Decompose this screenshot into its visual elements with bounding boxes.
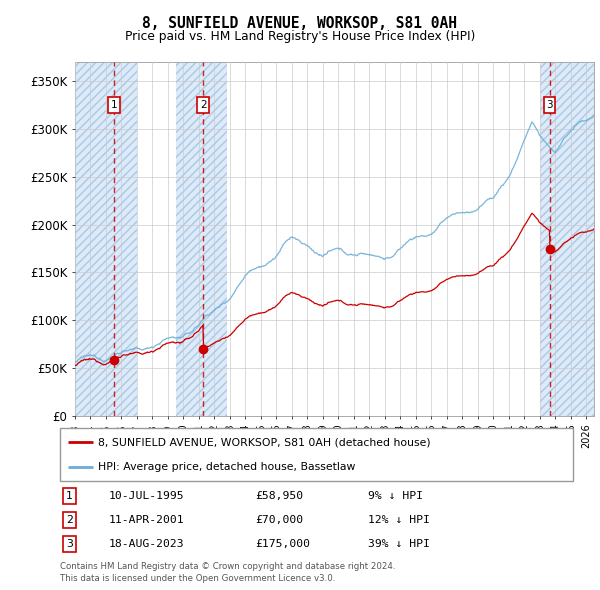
Bar (75, 62, 137, 416)
Text: 18-AUG-2023: 18-AUG-2023 (109, 539, 184, 549)
Text: 11-APR-2001: 11-APR-2001 (109, 515, 184, 525)
Text: 3: 3 (546, 100, 553, 110)
Bar (540, 62, 594, 416)
Text: 2: 2 (200, 100, 206, 110)
Text: Price paid vs. HM Land Registry's House Price Index (HPI): Price paid vs. HM Land Registry's House … (125, 30, 475, 43)
Text: £70,000: £70,000 (255, 515, 303, 525)
Bar (176, 62, 227, 416)
Text: 8, SUNFIELD AVENUE, WORKSOP, S81 0AH: 8, SUNFIELD AVENUE, WORKSOP, S81 0AH (143, 16, 458, 31)
Text: £175,000: £175,000 (255, 539, 310, 549)
Text: 39% ↓ HPI: 39% ↓ HPI (368, 539, 430, 549)
Bar (176, 62, 227, 416)
Text: £58,950: £58,950 (255, 491, 303, 501)
Text: 3: 3 (66, 539, 73, 549)
Text: 1: 1 (111, 100, 118, 110)
Text: 12% ↓ HPI: 12% ↓ HPI (368, 515, 430, 525)
Text: 10-JUL-1995: 10-JUL-1995 (109, 491, 184, 501)
Text: 1: 1 (66, 491, 73, 501)
Bar (540, 62, 594, 416)
Text: Contains HM Land Registry data © Crown copyright and database right 2024.
This d: Contains HM Land Registry data © Crown c… (60, 562, 395, 583)
Text: 8, SUNFIELD AVENUE, WORKSOP, S81 0AH (detached house): 8, SUNFIELD AVENUE, WORKSOP, S81 0AH (de… (98, 437, 431, 447)
Text: 9% ↓ HPI: 9% ↓ HPI (368, 491, 423, 501)
Bar (75, 62, 137, 416)
Text: HPI: Average price, detached house, Bassetlaw: HPI: Average price, detached house, Bass… (98, 461, 356, 471)
Text: 2: 2 (66, 515, 73, 525)
